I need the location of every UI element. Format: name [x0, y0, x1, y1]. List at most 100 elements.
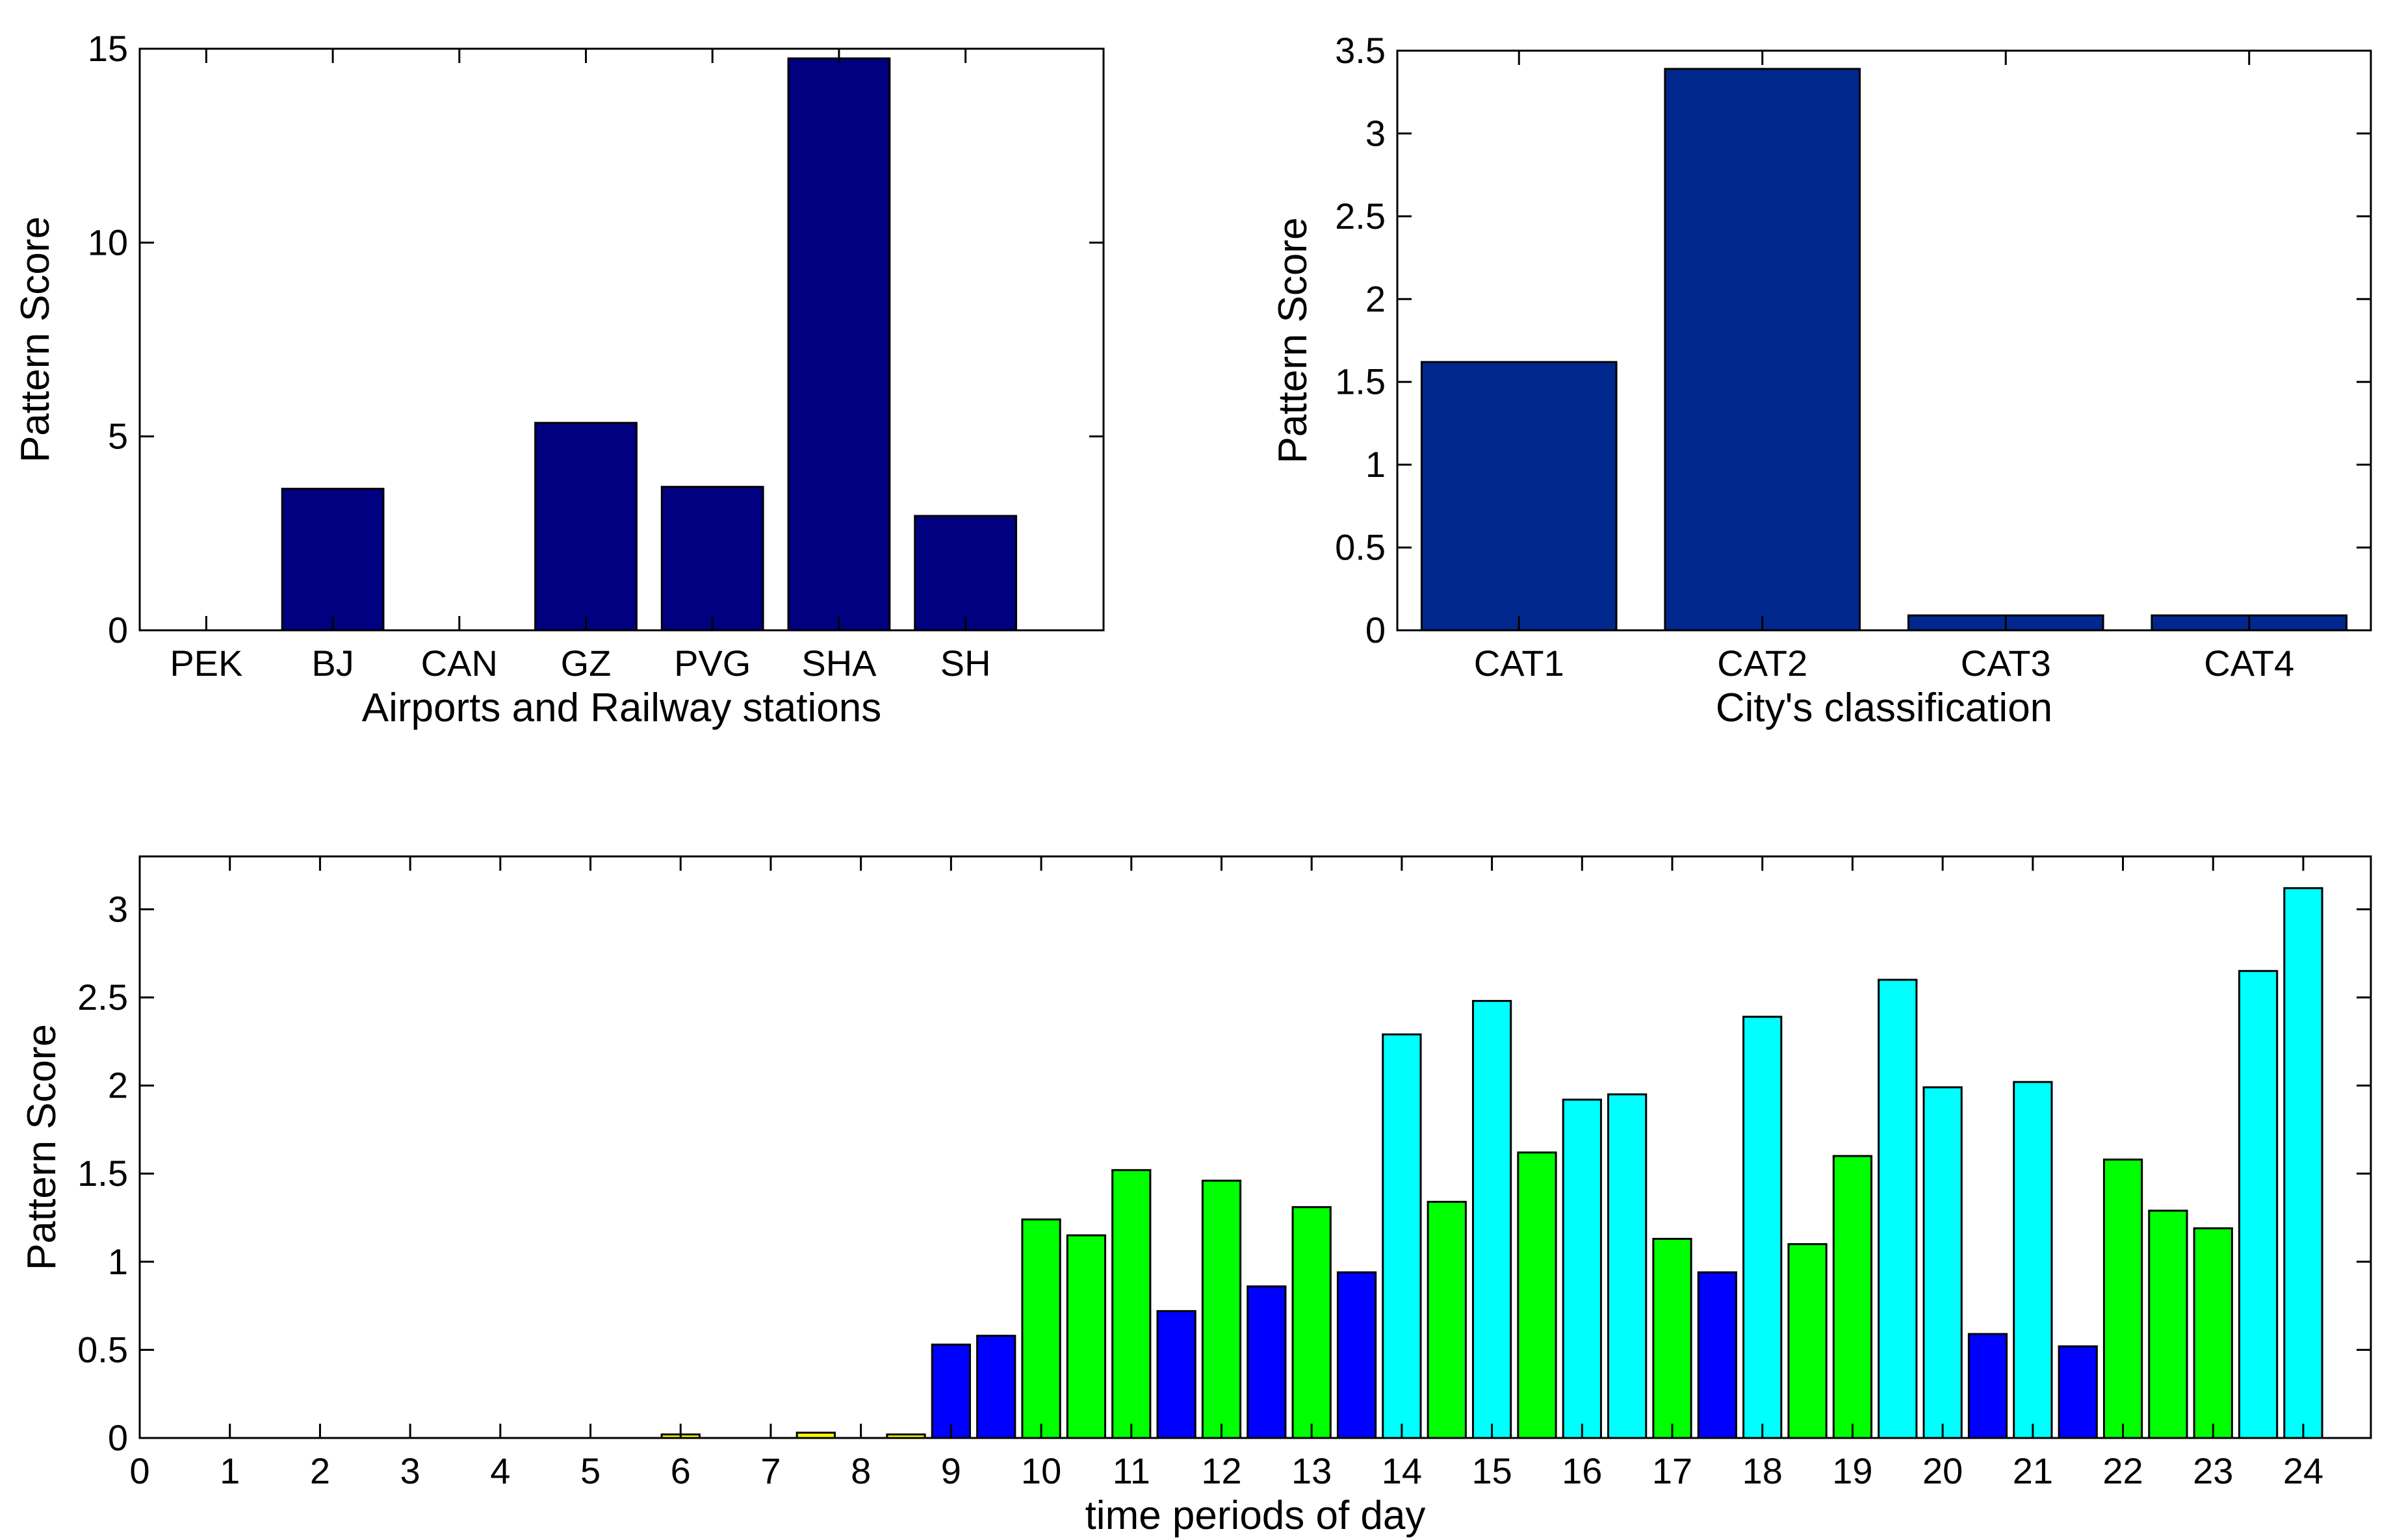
x-tick-label: CAT3 [1961, 643, 2051, 684]
plot-frame [138, 855, 2372, 1439]
x-tick-label: 14 [1382, 1450, 1422, 1491]
bar-green [1291, 1206, 1332, 1439]
bar-cyan [1382, 1033, 1422, 1439]
bar-blue [1336, 1271, 1377, 1439]
y-tick-label: 1.5 [77, 1153, 128, 1194]
x-axis-title: Airports and Railway stations [362, 686, 881, 730]
y-tick-label: 0 [108, 610, 128, 650]
y-tick-label: 1 [1365, 444, 1386, 485]
bar-blue [931, 1343, 971, 1439]
y-tick-label: 1.5 [1335, 361, 1386, 402]
x-tick-label: 20 [1922, 1450, 1963, 1491]
bar-sh [914, 515, 1018, 632]
x-tick-label: 6 [671, 1450, 691, 1491]
x-tick-label: PVG [674, 643, 751, 684]
y-tick-label: 3 [108, 888, 128, 929]
x-tick-label: 9 [941, 1450, 961, 1491]
x-tick-label: 11 [1113, 1450, 1150, 1491]
y-tick-label: 3 [1365, 112, 1386, 153]
bar-gz [534, 422, 638, 632]
bar-blue [1156, 1310, 1196, 1439]
x-tick-label: 13 [1291, 1450, 1332, 1491]
x-tick-label: 21 [2013, 1450, 2053, 1491]
bar-blue [976, 1335, 1016, 1439]
y-tick-label: 2 [1365, 278, 1386, 319]
bar-green [1652, 1238, 1692, 1439]
bar-green [1787, 1243, 1828, 1439]
bar-green [1517, 1151, 1557, 1439]
x-tick-label: 12 [1201, 1450, 1241, 1491]
x-tick-label: GZ [561, 643, 612, 684]
bar-bj [281, 487, 385, 632]
x-tick-label: 17 [1652, 1450, 1692, 1491]
y-tick-label: 15 [88, 28, 128, 69]
bar-green [1427, 1201, 1467, 1439]
x-tick-label: CAN [421, 643, 498, 684]
time-periods-chart: 0 1 2 3 4 5 6 7 8 9 10 11 12 13 14 15 16 17 18 19 20 21 22 23 24… [19, 855, 2372, 1538]
x-tick-label: 19 [1832, 1450, 1872, 1491]
bar-blue [1247, 1285, 1287, 1439]
x-tick-label: 23 [2193, 1450, 2233, 1491]
bar-cat2 [1664, 68, 1861, 632]
y-axis-title: Pattern Score [13, 216, 58, 463]
bar-green [1201, 1179, 1242, 1439]
bar-cyan [2238, 969, 2279, 1439]
y-tick-label: 0.5 [1335, 527, 1386, 568]
x-tick-label: 24 [2283, 1450, 2323, 1491]
x-tick-label: 0 [129, 1450, 149, 1491]
bar-green [1066, 1234, 1107, 1439]
bar-green [2148, 1209, 2188, 1439]
x-tick-label: 10 [1021, 1450, 1061, 1491]
x-tick-label: PEK [170, 643, 242, 684]
bar-cyan [1471, 999, 1512, 1439]
x-axis-title: time periods of day [1085, 1493, 1426, 1538]
bar-green [1021, 1218, 1061, 1439]
x-tick-label: CAT1 [1474, 643, 1564, 684]
bar-green [1832, 1155, 1873, 1439]
y-axis-title: Pattern Score [1271, 217, 1315, 463]
bar-blue [2058, 1345, 2098, 1439]
x-tick-label: CAT4 [2204, 643, 2294, 684]
x-tick-label: 15 [1471, 1450, 1512, 1491]
x-tick-label: 8 [851, 1450, 871, 1491]
bar-cyan [1878, 979, 1918, 1439]
city-classification-chart: CAT1 CAT2 CAT3 CAT4 0 0.5 1 1.5 2 2.5 3 3.5 Pattern … [1271, 30, 2372, 730]
x-tick-label: 7 [760, 1450, 781, 1491]
y-tick-label: 2.5 [1335, 196, 1386, 237]
x-tick-label: 16 [1562, 1450, 1602, 1491]
bar-cyan [2013, 1081, 2053, 1439]
bar-cyan [1922, 1086, 1963, 1439]
bar-green [2193, 1227, 2233, 1439]
x-tick-label: BJ [311, 643, 354, 684]
x-tick-label: 1 [220, 1450, 240, 1491]
airports-chart: PEK BJ CAN GZ PVG SHA SH 0 5 10 15 Pattern Score Air… [13, 28, 1105, 730]
bar-cat1 [1420, 361, 1618, 632]
x-tick-label: 22 [2102, 1450, 2143, 1491]
bar-blue [1967, 1333, 2008, 1439]
y-tick-label: 0 [108, 1417, 128, 1458]
x-tick-label: 3 [400, 1450, 420, 1491]
y-tick-label: 0.5 [77, 1329, 128, 1370]
y-tick-label: 5 [108, 416, 128, 457]
y-tick-label: 1 [108, 1241, 128, 1282]
x-tick-label: 5 [580, 1450, 601, 1491]
y-tick-label: 2 [108, 1065, 128, 1106]
bar-cyan [2283, 887, 2323, 1439]
bar-cyan [1562, 1098, 1602, 1439]
bar-cyan [1607, 1093, 1648, 1439]
x-tick-label: SH [940, 643, 991, 684]
x-axis-title: City's classification [1716, 686, 2052, 730]
y-tick-label: 2.5 [77, 977, 128, 1018]
plot-frame [1396, 49, 2372, 632]
y-tick-label: 0 [1365, 610, 1386, 650]
y-axis-title: Pattern Score [19, 1024, 64, 1270]
y-tick-label: 3.5 [1335, 30, 1386, 71]
bar-green [1111, 1169, 1152, 1439]
x-tick-label: 2 [310, 1450, 330, 1491]
y-tick-label: 10 [88, 222, 128, 263]
bar-sha [787, 57, 891, 632]
bar-pvg [660, 485, 764, 632]
x-tick-label: CAT2 [1717, 643, 1807, 684]
